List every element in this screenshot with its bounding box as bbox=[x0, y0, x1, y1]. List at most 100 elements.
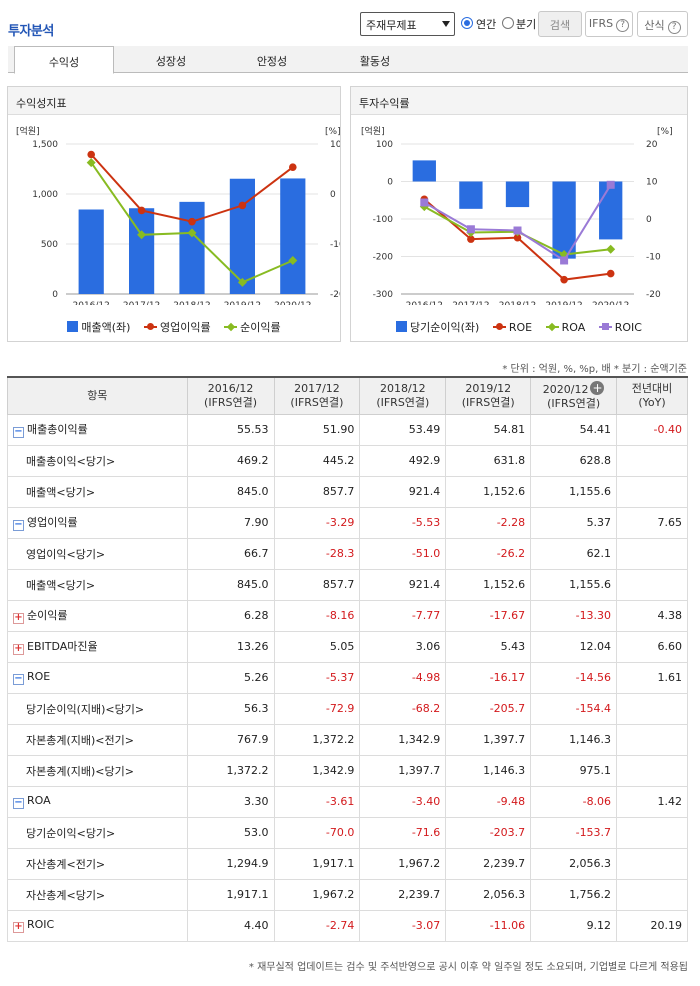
value-cell: -68.2 bbox=[359, 692, 447, 725]
x-tick-label: 2018/12 bbox=[173, 301, 210, 305]
row-label: 당기순이익(지배)<당기> bbox=[26, 702, 145, 716]
value-cell: 5.05 bbox=[273, 630, 361, 663]
value-cell: 54.81 bbox=[445, 413, 532, 446]
row-label: 자본총계(지배)<당기> bbox=[26, 764, 134, 778]
value-cell: 845.0 bbox=[186, 568, 275, 601]
data-point bbox=[137, 230, 147, 240]
x-tick-label: 2016/12 bbox=[406, 301, 443, 305]
right-tick-label: 10 bbox=[330, 140, 340, 150]
data-point bbox=[513, 233, 522, 242]
left-tick-label: 500 bbox=[41, 240, 58, 250]
data-point bbox=[606, 180, 615, 189]
value-cell: -5.53 bbox=[359, 506, 447, 539]
bar bbox=[412, 160, 436, 182]
value-cell: 845.0 bbox=[186, 475, 275, 508]
value-cell: 5.26 bbox=[186, 661, 275, 694]
collapse-icon[interactable]: − bbox=[13, 673, 24, 685]
header-basis: (IFRS연결) bbox=[547, 396, 601, 410]
data-point bbox=[560, 275, 568, 284]
formula-help-button[interactable]: 산식? bbox=[637, 11, 688, 37]
left-tick-label: -300 bbox=[373, 290, 394, 300]
line-circle-swatch-icon bbox=[143, 321, 157, 332]
table-header-row: 항목 2016/12 (IFRS연결) 2017/12 (IFRS연결) 2018/… bbox=[7, 376, 688, 415]
quarter-radio[interactable] bbox=[502, 17, 514, 29]
statement-select[interactable]: 주재무제표 bbox=[360, 12, 455, 36]
ifrs-help-button[interactable]: IFRS? bbox=[585, 11, 633, 37]
table-row: 자산총계<전기> 1,294.9 1,917.1 1,967.2 2,239.7 2,05… bbox=[7, 847, 688, 880]
annual-radio-label[interactable]: 연간 bbox=[476, 18, 497, 31]
value-cell: 921.4 bbox=[359, 568, 447, 601]
header-period: 2019/12 (IFRS연결) bbox=[445, 376, 532, 415]
row-label: EBITDA마진율 bbox=[27, 640, 98, 653]
value-cell: -3.40 bbox=[359, 785, 447, 818]
profitability-chart-panel: 수익성지표 [억원] [%] 0 500 1,000 1,500 -20 -10 0 10 2016… bbox=[7, 86, 341, 342]
value-cell: 857.7 bbox=[273, 475, 361, 508]
line-diamond-swatch-icon bbox=[224, 321, 238, 332]
legend-item-sales: 매출액(좌) bbox=[67, 321, 130, 334]
header-yoy-label: 전년대비 bbox=[631, 381, 673, 395]
row-label-cell: 매출액<당기> bbox=[7, 568, 188, 601]
right-tick-label: 10 bbox=[646, 178, 658, 188]
header-year: 2018/12 bbox=[379, 381, 426, 395]
unit-note: * 단위 : 억원, %, %p, 배 * 분기 : 순액기준 bbox=[502, 364, 687, 375]
left-tick-label: -200 bbox=[373, 253, 394, 263]
search-button[interactable]: 검색 bbox=[538, 11, 582, 37]
data-point bbox=[86, 158, 96, 168]
value-cell: -13.30 bbox=[530, 599, 618, 632]
legend-label: 영업이익률 bbox=[159, 321, 211, 334]
tab-activity[interactable]: 활동성 bbox=[359, 55, 391, 68]
table-row: 매출액<당기> 845.0 857.7 921.4 1,152.6 1,155.6 bbox=[7, 568, 688, 601]
value-cell: 767.9 bbox=[186, 723, 275, 756]
expand-icon[interactable]: + bbox=[13, 921, 24, 933]
legend-item-net-income: 당기순이익(좌) bbox=[396, 321, 479, 334]
value-cell: -72.9 bbox=[273, 692, 361, 725]
annual-radio[interactable] bbox=[461, 17, 473, 29]
row-label: ROA bbox=[27, 794, 51, 807]
footnote: * 재무실적 업데이트는 검수 및 주석반영으로 공시 이후 약 일주일 정도 … bbox=[248, 962, 688, 973]
row-label: 당기순이익<당기> bbox=[26, 826, 116, 840]
left-tick-label: 0 bbox=[387, 178, 393, 188]
header-year: 2016/12 bbox=[207, 381, 254, 395]
tab-profitability[interactable]: 수익성 bbox=[14, 46, 114, 74]
collapse-icon[interactable]: − bbox=[13, 426, 24, 438]
value-cell: 1,146.3 bbox=[445, 754, 532, 787]
legend-label: 당기순이익(좌) bbox=[410, 321, 480, 334]
value-cell: -3.07 bbox=[359, 909, 447, 942]
collapse-icon[interactable]: − bbox=[13, 519, 24, 531]
tab-stability[interactable]: 안정성 bbox=[256, 55, 288, 68]
bar bbox=[179, 201, 205, 294]
collapse-icon[interactable]: − bbox=[13, 797, 24, 809]
row-label-cell: 매출총이익<당기> bbox=[7, 444, 188, 477]
header-basis: (IFRS연결) bbox=[376, 395, 430, 409]
right-tick-label: 0 bbox=[330, 190, 336, 200]
bar bbox=[459, 181, 483, 209]
question-icon: ? bbox=[616, 19, 630, 32]
table-row: 당기순이익(지배)<당기> 56.3 -72.9 -68.2 -205.7 -154.4 bbox=[7, 692, 688, 725]
header-basis: (IFRS연결) bbox=[290, 395, 344, 409]
value-cell: -28.3 bbox=[273, 537, 361, 570]
chevron-down-icon bbox=[442, 21, 450, 27]
x-tick-label: 2018/12 bbox=[499, 301, 536, 305]
data-point bbox=[606, 244, 616, 254]
toolbar: 투자분석 주재무제표 연간 분기 검색 IFRS? 산식? bbox=[0, 0, 700, 44]
value-cell: 4.40 bbox=[186, 909, 275, 942]
quarter-radio-label[interactable]: 분기 bbox=[516, 18, 537, 31]
value-cell: -4.98 bbox=[359, 661, 447, 694]
yoy-cell bbox=[616, 692, 688, 725]
row-label-cell: 자산총계<전기> bbox=[7, 847, 188, 880]
line-diamond-swatch-icon bbox=[545, 321, 559, 332]
value-cell: 9.12 bbox=[530, 909, 618, 942]
yoy-cell bbox=[616, 568, 688, 601]
legend-item-roic: ROIC bbox=[598, 321, 642, 334]
table-row: 매출액<당기> 845.0 857.7 921.4 1,152.6 1,155.6 bbox=[7, 475, 688, 508]
data-point bbox=[513, 226, 522, 235]
value-cell: 628.8 bbox=[530, 444, 618, 477]
expand-plus-icon[interactable]: + bbox=[590, 380, 605, 395]
value-cell: 2,056.3 bbox=[530, 847, 618, 880]
value-cell: 5.37 bbox=[530, 506, 618, 539]
question-icon: ? bbox=[667, 21, 681, 34]
expand-icon[interactable]: + bbox=[13, 612, 24, 624]
legend-item-roe: ROE bbox=[492, 321, 532, 334]
tab-growth[interactable]: 성장성 bbox=[155, 55, 187, 68]
expand-icon[interactable]: + bbox=[13, 643, 24, 655]
